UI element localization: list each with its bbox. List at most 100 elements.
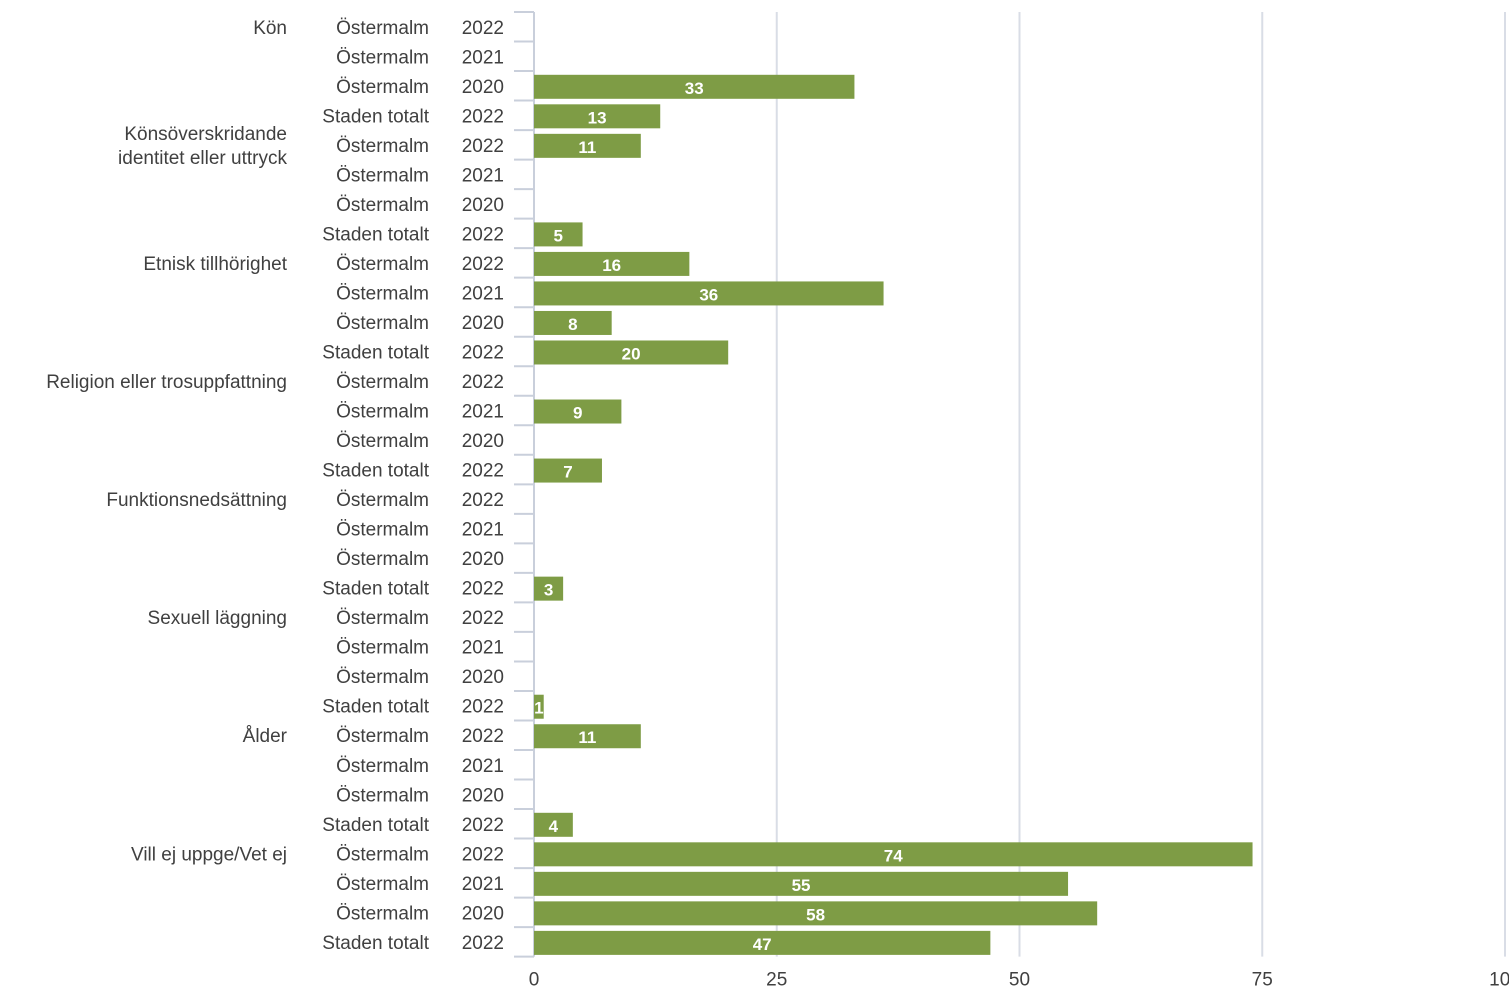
area-label: Östermalm bbox=[336, 667, 429, 688]
year-label: 2022 bbox=[462, 726, 504, 747]
area-label: Staden totalt bbox=[322, 815, 429, 836]
area-label: Östermalm bbox=[336, 254, 429, 275]
area-label: Östermalm bbox=[336, 490, 429, 511]
year-label: 2022 bbox=[462, 933, 504, 954]
bar-value-label: 13 bbox=[588, 108, 607, 127]
bar bbox=[534, 222, 583, 247]
area-label: Östermalm bbox=[336, 638, 429, 659]
area-label: Östermalm bbox=[336, 874, 429, 895]
x-axis-ticks: 0 25 50 75 100 bbox=[529, 970, 1509, 991]
year-label: 2020 bbox=[462, 903, 504, 924]
gridlines bbox=[514, 11, 1506, 958]
bar-value-label: 5 bbox=[554, 226, 563, 245]
area-label: Östermalm bbox=[336, 549, 429, 570]
bar-value-label: 1 bbox=[534, 699, 543, 718]
bar bbox=[534, 104, 661, 129]
area-label: Staden totalt bbox=[322, 106, 429, 127]
year-label: 2021 bbox=[462, 520, 504, 541]
bar-value-label: 55 bbox=[792, 876, 811, 895]
bar-value-label: 74 bbox=[884, 846, 903, 865]
bar-value-label: 3 bbox=[544, 581, 553, 600]
bar bbox=[534, 458, 602, 483]
bar bbox=[534, 871, 1069, 896]
bar bbox=[534, 281, 884, 306]
year-label: 2021 bbox=[462, 283, 504, 304]
bar-value-label: 8 bbox=[568, 315, 577, 334]
group-label: Etnisk tillhörighet bbox=[143, 254, 287, 275]
area-label: Östermalm bbox=[336, 756, 429, 777]
area-label: Östermalm bbox=[336, 372, 429, 393]
bar-value-label: 11 bbox=[578, 138, 596, 157]
area-label: Östermalm bbox=[336, 903, 429, 924]
year-label: 2022 bbox=[462, 136, 504, 157]
bar bbox=[534, 399, 622, 424]
area-label: Östermalm bbox=[336, 18, 429, 39]
area-label: Östermalm bbox=[336, 402, 429, 423]
year-label: 2022 bbox=[462, 815, 504, 836]
year-label: 2020 bbox=[462, 549, 504, 570]
group-label: Sexuell läggning bbox=[148, 608, 287, 629]
year-label: 2022 bbox=[462, 224, 504, 245]
area-label: Östermalm bbox=[336, 726, 429, 747]
year-label: 2021 bbox=[462, 638, 504, 659]
bar bbox=[534, 842, 1253, 867]
area-label: Östermalm bbox=[336, 165, 429, 186]
year-label: 2020 bbox=[462, 313, 504, 334]
bar-value-label: 36 bbox=[699, 285, 718, 304]
year-label: 2021 bbox=[462, 47, 504, 68]
group-label: Könsöverskridande bbox=[124, 124, 287, 145]
year-label: 2020 bbox=[462, 785, 504, 806]
group-label: Vill ej uppge/Vet ej bbox=[131, 844, 287, 865]
x-tick-label: 50 bbox=[1009, 970, 1030, 991]
year-label: 2021 bbox=[462, 874, 504, 895]
bar bbox=[534, 694, 544, 719]
bar bbox=[534, 930, 991, 955]
year-label: 2022 bbox=[462, 254, 504, 275]
bar-value-label: 20 bbox=[622, 344, 641, 363]
area-label: Staden totalt bbox=[322, 342, 429, 363]
year-label: 2022 bbox=[462, 608, 504, 629]
area-label: Östermalm bbox=[336, 283, 429, 304]
bar-value-label: 9 bbox=[573, 404, 582, 423]
bar-value-label: 33 bbox=[685, 79, 704, 98]
group-label: Religion eller trosuppfattning bbox=[46, 372, 287, 393]
bar bbox=[534, 133, 641, 158]
bar bbox=[534, 901, 1098, 926]
bar-value-label: 11 bbox=[578, 728, 596, 747]
area-label: Staden totalt bbox=[322, 579, 429, 600]
bar-value-label: 4 bbox=[549, 817, 559, 836]
bar bbox=[534, 576, 564, 601]
year-label: 2022 bbox=[462, 844, 504, 865]
bar bbox=[534, 340, 729, 365]
year-label: 2022 bbox=[462, 342, 504, 363]
area-label: Östermalm bbox=[336, 785, 429, 806]
year-label: 2021 bbox=[462, 402, 504, 423]
bar bbox=[534, 74, 855, 99]
year-label: 2022 bbox=[462, 18, 504, 39]
year-label: 2022 bbox=[462, 579, 504, 600]
year-label: 2021 bbox=[462, 756, 504, 777]
area-label: Staden totalt bbox=[322, 933, 429, 954]
area-label: Östermalm bbox=[336, 47, 429, 68]
area-label: Staden totalt bbox=[322, 461, 429, 482]
year-label: 2020 bbox=[462, 77, 504, 98]
bar-value-label: 47 bbox=[753, 935, 772, 954]
group-label: identitet eller uttryck bbox=[118, 148, 287, 169]
x-tick-label: 100 bbox=[1489, 970, 1509, 991]
x-tick-label: 75 bbox=[1252, 970, 1273, 991]
year-label: 2020 bbox=[462, 667, 504, 688]
area-label: Östermalm bbox=[336, 520, 429, 541]
year-label: 2020 bbox=[462, 195, 504, 216]
year-label: 2022 bbox=[462, 697, 504, 718]
x-tick-label: 0 bbox=[529, 970, 540, 991]
year-label: 2021 bbox=[462, 165, 504, 186]
bar bbox=[534, 812, 573, 837]
bar bbox=[534, 724, 641, 749]
group-label: Kön bbox=[253, 18, 287, 39]
group-label: Funktionsnedsättning bbox=[106, 490, 287, 511]
year-label: 2022 bbox=[462, 106, 504, 127]
area-label: Staden totalt bbox=[322, 697, 429, 718]
group-label: Ålder bbox=[243, 726, 288, 747]
